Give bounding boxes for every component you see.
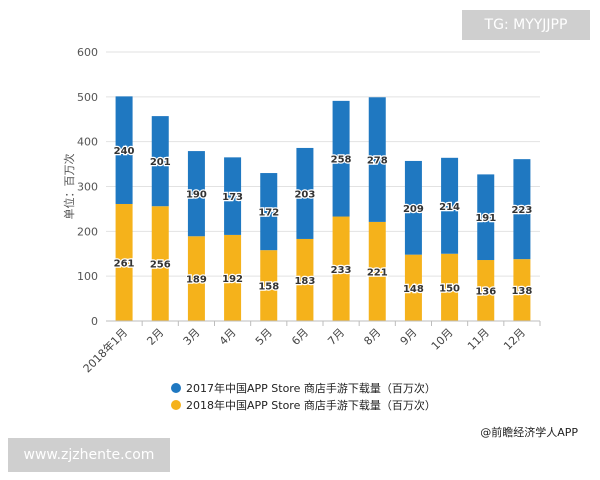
y-axis-ticks: 0 100 200 300 400 500 600	[77, 46, 98, 328]
bar-2017	[441, 157, 459, 254]
source-note: @前瞻经济学人APP	[480, 426, 578, 439]
data-label-2017: 172	[258, 208, 279, 219]
data-label-2017: 209	[403, 204, 424, 215]
data-label-2018: 192	[222, 274, 243, 285]
bar-2018	[151, 206, 169, 321]
y-tick-label: 600	[77, 46, 98, 59]
x-tick-label: 2018年1月	[80, 325, 130, 375]
data-label-2017: 191	[475, 213, 496, 224]
x-tick-label: 5月	[253, 326, 275, 348]
bar-2017	[296, 147, 314, 239]
y-tick-label: 200	[77, 225, 98, 238]
legend-marker	[171, 383, 181, 393]
x-tick-label: 8月	[361, 326, 383, 348]
bar-2017	[404, 160, 422, 255]
bar-2017	[477, 174, 495, 261]
y-tick-label: 500	[77, 91, 98, 104]
bar-2017	[513, 159, 531, 260]
data-label-2017: 203	[294, 189, 315, 200]
bar-2018	[115, 203, 133, 321]
bar-2018	[260, 250, 278, 321]
bar-2017	[332, 100, 350, 217]
bar-2018	[477, 260, 495, 321]
legend-label: 2018年中国APP Store 商店手游下载量（百万次）	[186, 398, 436, 412]
x-tick-label: 4月	[217, 326, 239, 348]
x-tick-label: 6月	[289, 326, 311, 348]
x-tick-label: 7月	[325, 326, 347, 348]
data-labels: 261 240 256 201 189 190 192 173 158 172 183 203 233 2…	[112, 145, 533, 299]
data-label-2018: 136	[475, 287, 496, 298]
data-label-2017: 201	[150, 157, 171, 168]
data-label-2017: 190	[186, 190, 207, 201]
bar-2017	[224, 157, 242, 235]
data-label-2018: 256	[150, 260, 171, 271]
x-tick-label: 12月	[501, 326, 528, 353]
bar-2018	[296, 238, 314, 321]
bar-2018	[368, 221, 386, 321]
data-label-2018: 158	[258, 282, 279, 293]
legend-marker	[171, 400, 181, 410]
data-label-2018: 233	[331, 265, 352, 276]
bar-2018	[224, 234, 242, 321]
data-label-2018: 150	[439, 283, 460, 294]
legend: 2017年中国APP Store 商店手游下载量（百万次） 2018年中国APP …	[171, 381, 436, 412]
data-label-2018: 189	[186, 275, 207, 286]
x-tick-label: 2月	[144, 326, 166, 348]
legend-label: 2017年中国APP Store 商店手游下载量（百万次）	[186, 381, 436, 395]
bar-2018	[441, 253, 459, 321]
data-label-2018: 221	[367, 267, 388, 278]
bar-2018	[513, 259, 531, 321]
data-label-2017: 240	[114, 146, 135, 157]
y-axis-label: 单位：百万次	[62, 154, 76, 220]
data-label-2018: 261	[114, 258, 135, 269]
bar-2018	[187, 236, 205, 321]
data-label-2017: 173	[222, 192, 243, 203]
y-tick-label: 400	[77, 136, 98, 149]
bar-2018	[404, 254, 422, 321]
bar-2017	[260, 173, 278, 251]
bar-2017	[151, 116, 169, 207]
x-axis-ticks: 2018年1月 2月 3月 4月 5月 6月 7月 8月 9月 10月 11月 12月	[80, 321, 541, 375]
data-label-2018: 183	[294, 276, 315, 287]
bar-2017	[115, 96, 133, 204]
x-tick-label: 11月	[465, 326, 492, 353]
data-label-2017: 214	[439, 202, 460, 213]
watermark-bottom-left: www.zjzhente.com	[8, 438, 170, 472]
x-tick-label: 9月	[398, 326, 420, 348]
watermark-top-right: TG: MYYJJPP	[462, 10, 590, 40]
y-tick-label: 300	[77, 181, 98, 194]
bar-2017	[187, 151, 205, 237]
data-label-2018: 148	[403, 284, 424, 295]
y-tick-label: 0	[91, 315, 98, 328]
bars	[115, 96, 531, 321]
x-tick-label: 3月	[181, 326, 203, 348]
y-tick-label: 100	[77, 270, 98, 283]
x-tick-label: 10月	[429, 326, 456, 353]
gridlines	[106, 51, 540, 277]
data-label-2017: 258	[331, 155, 352, 166]
bar-2018	[332, 216, 350, 321]
bar-2017	[368, 97, 386, 222]
data-label-2017: 278	[367, 156, 388, 167]
data-label-2018: 138	[511, 286, 532, 297]
data-label-2017: 223	[511, 205, 532, 216]
